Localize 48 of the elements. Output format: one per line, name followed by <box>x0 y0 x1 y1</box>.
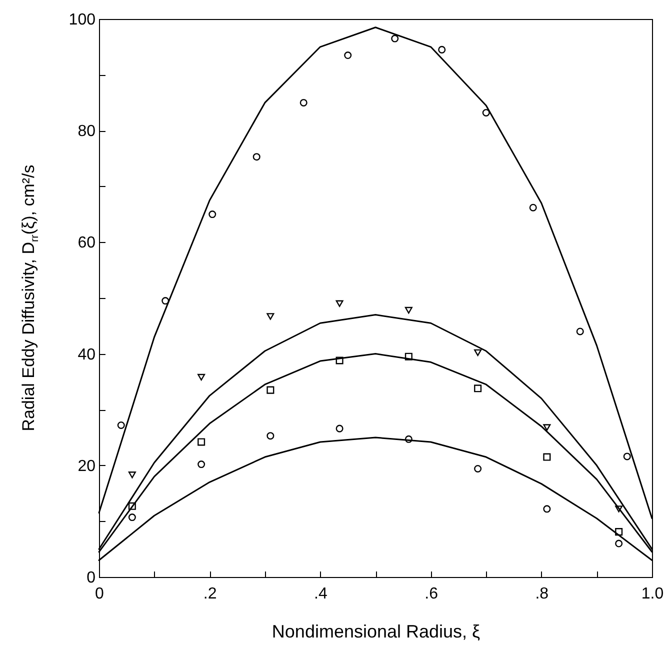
x-tick-label: 1.0 <box>641 586 664 602</box>
point <box>623 452 631 460</box>
y-tick-label: 100 <box>68 12 96 28</box>
point <box>404 352 412 360</box>
point <box>252 153 260 161</box>
point <box>344 52 352 60</box>
point <box>615 506 623 512</box>
y-tick-label: 20 <box>78 458 96 475</box>
point <box>336 300 344 307</box>
point <box>198 438 206 446</box>
point <box>474 384 482 392</box>
point <box>474 464 482 473</box>
point <box>615 540 623 548</box>
x-tick-label: .2 <box>203 586 217 602</box>
point <box>543 505 551 513</box>
point <box>474 349 482 356</box>
point <box>300 98 308 106</box>
point <box>529 204 537 212</box>
y-tick-label: 40 <box>78 346 96 364</box>
point <box>336 424 344 432</box>
x-tick-label: .6 <box>424 586 438 602</box>
point <box>117 421 125 429</box>
point <box>391 34 399 42</box>
point <box>128 502 136 510</box>
point <box>198 460 206 468</box>
x-tick-label: .4 <box>314 586 328 602</box>
point <box>128 472 136 478</box>
point <box>404 435 412 443</box>
point <box>162 297 170 305</box>
point <box>198 374 206 381</box>
point <box>336 356 344 364</box>
point <box>576 328 584 336</box>
y-tick-label: 0 <box>86 570 96 586</box>
point <box>266 432 274 440</box>
x-tick-label: .8 <box>535 586 549 602</box>
point <box>208 210 216 218</box>
point <box>543 424 551 431</box>
x-axis-title: Nondimensional Radius, ξ <box>272 622 480 642</box>
point <box>438 46 446 54</box>
point <box>404 306 412 314</box>
point <box>615 528 623 536</box>
y-tick-label: 80 <box>78 123 96 140</box>
point <box>128 514 136 522</box>
y-tick-label: 60 <box>78 234 96 252</box>
point <box>266 386 274 394</box>
point <box>543 453 551 461</box>
point <box>266 313 274 320</box>
point <box>482 108 490 116</box>
